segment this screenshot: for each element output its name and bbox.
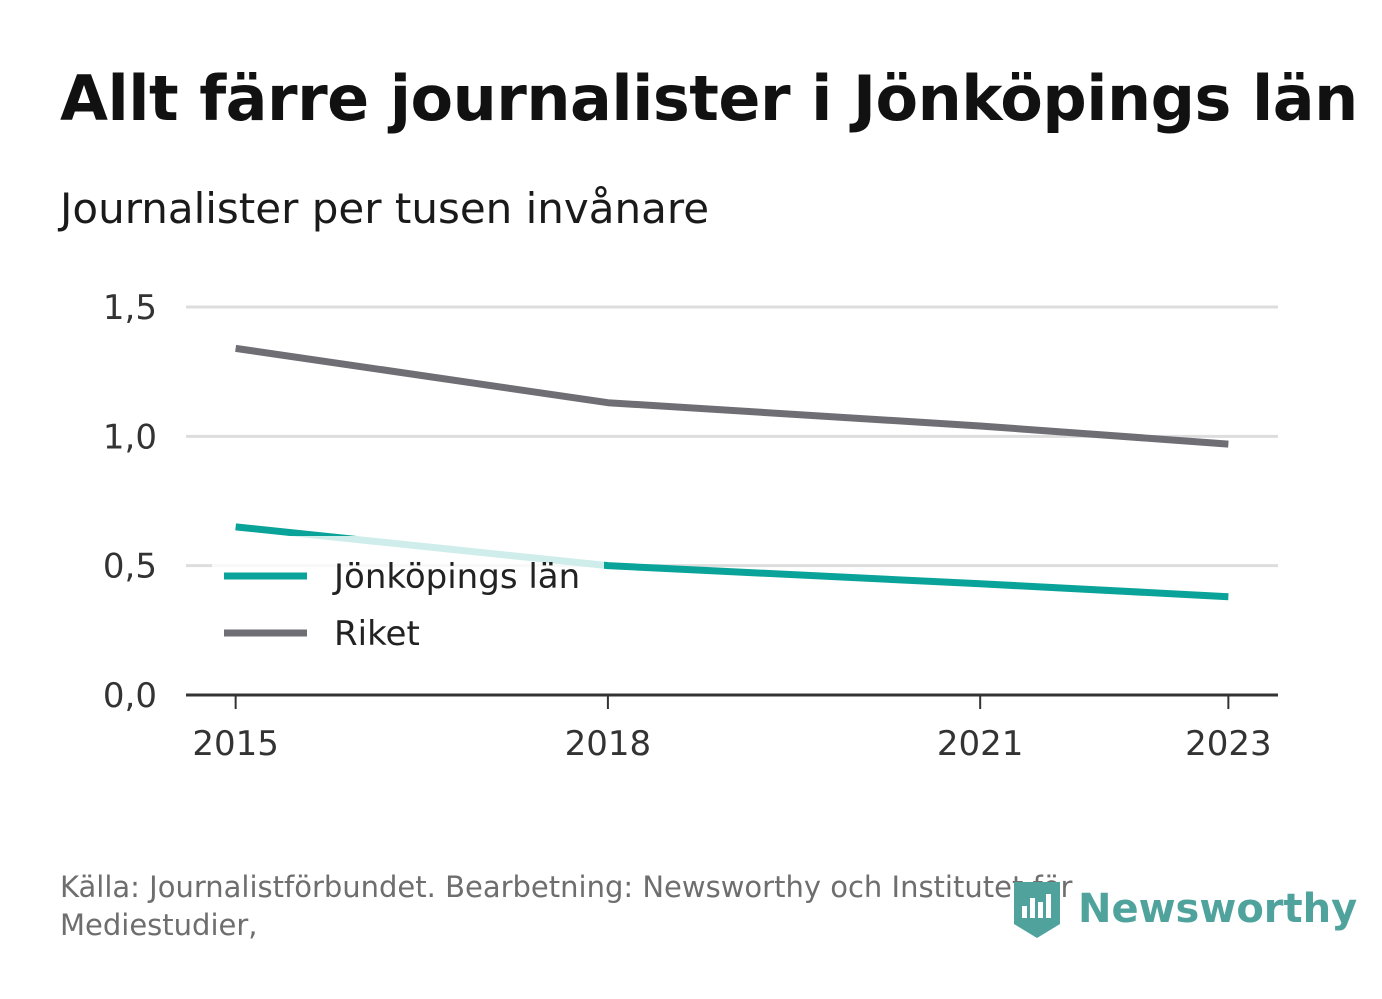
brand-name: Newsworthy	[1078, 886, 1358, 932]
y-tick-label: 0,5	[103, 547, 157, 587]
x-tick-label: 2015	[192, 724, 279, 764]
legend-label: Riket	[334, 614, 420, 654]
series-line-riket	[235, 344, 1229, 448]
x-axis-tick-labels: 2015 2018 2021 2023	[192, 724, 1271, 764]
y-axis-tick-labels: 0,0 0,5 1,0 1,5	[103, 288, 157, 716]
y-tick-label: 1,0	[103, 417, 157, 457]
y-tick-label: 0,0	[103, 676, 157, 716]
x-tick-label: 2018	[565, 724, 652, 764]
legend-label: Jönköpings län	[332, 557, 580, 597]
x-tick-label: 2021	[937, 724, 1024, 764]
chart-title: Allt färre journalister i Jönköpings län	[60, 62, 1358, 135]
brand-logo: Newsworthy	[1010, 876, 1357, 942]
y-tick-label: 1,5	[103, 288, 157, 328]
chart-subtitle: Journalister per tusen invånare	[60, 184, 710, 233]
legend-background	[212, 536, 604, 668]
x-tick-label: 2023	[1185, 724, 1272, 764]
legend: Jönköpings län Riket	[212, 536, 604, 668]
x-axis	[186, 693, 1278, 709]
newsworthy-logo-icon	[1014, 882, 1060, 938]
line-chart: 0,0 0,5 1,0 1,5 2015 2018 2021 2023 Jönköpings…	[103, 288, 1278, 764]
source-note: Källa: Journalistförbundet. Bearbetning:…	[60, 870, 1073, 942]
